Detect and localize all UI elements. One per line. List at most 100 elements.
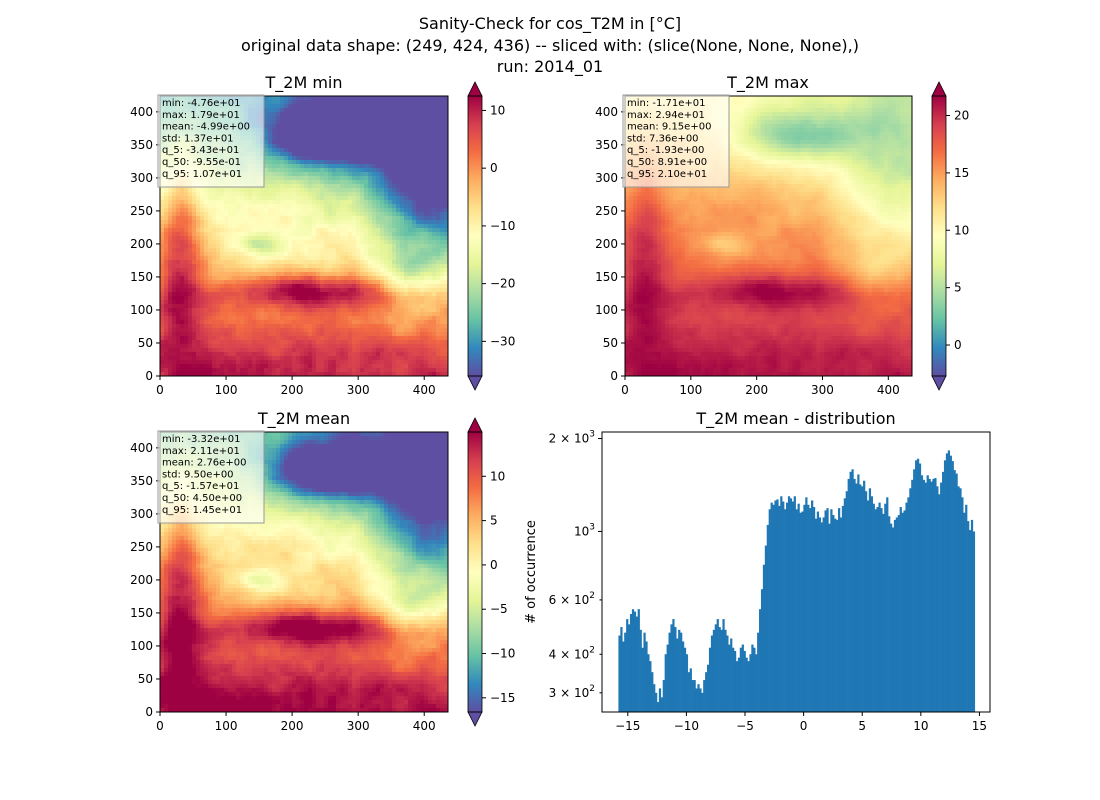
- heatmap-cell: [364, 236, 368, 240]
- heatmap-cell: [380, 124, 384, 128]
- heatmap-cell: [304, 100, 308, 104]
- heatmap-cell: [272, 116, 276, 120]
- heatmap-cell: [400, 120, 404, 124]
- heatmap-cell: [340, 332, 344, 336]
- heatmap-cell: [404, 236, 408, 240]
- heatmap-cell: [284, 284, 288, 288]
- heatmap-cell: [428, 112, 432, 116]
- heatmap-cell: [164, 236, 168, 240]
- heatmap-cell: [304, 140, 308, 144]
- heatmap-cell: [408, 364, 412, 368]
- heatmap-cell: [352, 276, 356, 280]
- heatmap-cell: [244, 188, 248, 192]
- heatmap-cell: [336, 280, 340, 284]
- heatmap-cell: [256, 212, 260, 216]
- heatmap-cell: [428, 268, 432, 272]
- heatmap-cell: [264, 360, 268, 364]
- heatmap-cell: [336, 236, 340, 240]
- heatmap-cell: [188, 196, 192, 200]
- heatmap-cell: [416, 348, 420, 352]
- heatmap-cell: [268, 252, 272, 256]
- heatmap-cell: [252, 296, 256, 300]
- heatmap-cell: [312, 188, 316, 192]
- heatmap-cell: [400, 352, 404, 356]
- heatmap-cell: [384, 120, 388, 124]
- heatmap-cell: [388, 100, 392, 104]
- heatmap-cell: [256, 304, 260, 308]
- heatmap-cell: [408, 104, 412, 108]
- heatmap-cell: [224, 204, 228, 208]
- heatmap-cell: [360, 152, 364, 156]
- heatmap-cell: [240, 188, 244, 192]
- heatmap-cell: [184, 336, 188, 340]
- heatmap-cell: [364, 368, 368, 372]
- heatmap-cell: [368, 192, 372, 196]
- heatmap-cell: [352, 360, 356, 364]
- heatmap-cell: [296, 292, 300, 296]
- heatmap-cell: [304, 188, 308, 192]
- heatmap-cell: [336, 304, 340, 308]
- heatmap-cell: [248, 304, 252, 308]
- heatmap-cell: [300, 216, 304, 220]
- heatmap-cell: [184, 216, 188, 220]
- heatmap-cell: [336, 356, 340, 360]
- heatmap-cell: [328, 116, 332, 120]
- heatmap-cell: [328, 324, 332, 328]
- heatmap-cell: [180, 276, 184, 280]
- heatmap-cell: [364, 296, 368, 300]
- heatmap-cell: [424, 312, 428, 316]
- heatmap-cell: [424, 360, 428, 364]
- heatmap-cell: [220, 268, 224, 272]
- heatmap-cell: [372, 268, 376, 272]
- heatmap-cell: [360, 348, 364, 352]
- heatmap-cell: [240, 196, 244, 200]
- heatmap-cell: [232, 272, 236, 276]
- heatmap-cell: [284, 208, 288, 212]
- heatmap-cell: [400, 292, 404, 296]
- heatmap-cell: [384, 264, 388, 268]
- heatmap-cell: [280, 288, 284, 292]
- heatmap-cell: [328, 136, 332, 140]
- heatmap-cell: [340, 220, 344, 224]
- heatmap-cell: [280, 276, 284, 280]
- heatmap-cell: [360, 336, 364, 340]
- heatmap-cell: [272, 324, 276, 328]
- heatmap-cell: [404, 116, 408, 120]
- heatmap-cell: [276, 108, 280, 112]
- heatmap-cell: [292, 248, 296, 252]
- heatmap-cell: [328, 368, 332, 372]
- heatmap-cell: [284, 264, 288, 268]
- heatmap-cell: [252, 228, 256, 232]
- heatmap-cell: [392, 144, 396, 148]
- heatmap-cell: [400, 164, 404, 168]
- heatmap-cell: [180, 360, 184, 364]
- heatmap-cell: [356, 304, 360, 308]
- heatmap-cell: [432, 172, 436, 176]
- heatmap-cell: [252, 292, 256, 296]
- heatmap-cell: [260, 356, 264, 360]
- heatmap-cell: [340, 348, 344, 352]
- heatmap-cell: [212, 292, 216, 296]
- heatmap-cell: [436, 320, 440, 324]
- heatmap-cell: [304, 132, 308, 136]
- heatmap-cell: [200, 200, 204, 204]
- heatmap-cell: [268, 344, 272, 348]
- heatmap-cell: [172, 228, 176, 232]
- heatmap-cell: [368, 288, 372, 292]
- heatmap-cell: [288, 196, 292, 200]
- heatmap-cell: [440, 140, 444, 144]
- heatmap-cell: [336, 364, 340, 368]
- heatmap-cell: [436, 272, 440, 276]
- heatmap-cell: [272, 348, 276, 352]
- heatmap-cell: [348, 272, 352, 276]
- heatmap-cell: [184, 340, 188, 344]
- heatmap-cell: [244, 284, 248, 288]
- heatmap-cell: [404, 328, 408, 332]
- heatmap-cell: [200, 344, 204, 348]
- heatmap-cell: [408, 360, 412, 364]
- heatmap-cell: [288, 308, 292, 312]
- heatmap-cell: [172, 364, 176, 368]
- heatmap-cell: [392, 272, 396, 276]
- heatmap-cell: [356, 128, 360, 132]
- heatmap-cell: [200, 276, 204, 280]
